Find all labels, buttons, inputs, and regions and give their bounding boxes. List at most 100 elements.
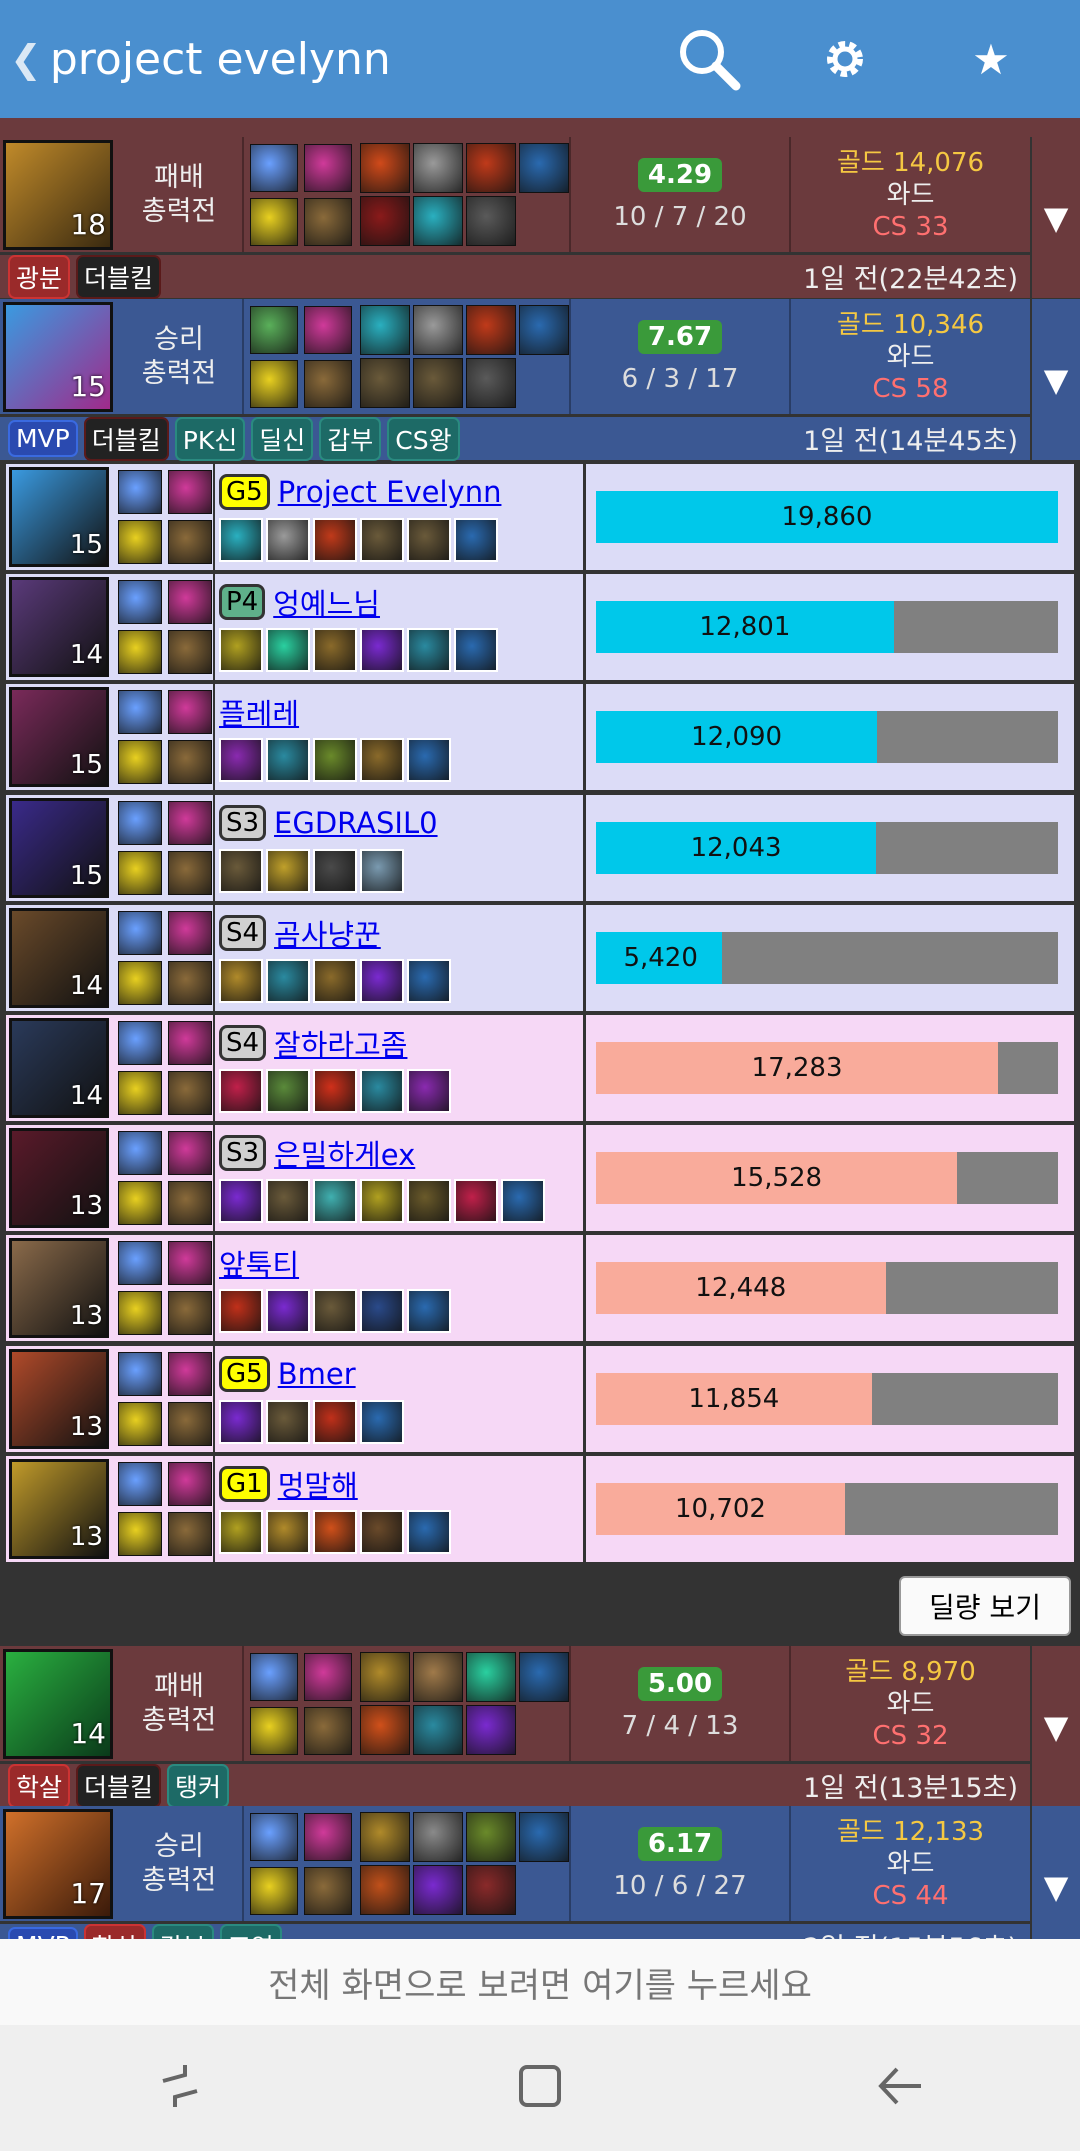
- item-icon: [266, 1179, 310, 1224]
- item-icon: [413, 196, 463, 246]
- player-row[interactable]: 15 플레레 12,090: [6, 684, 1074, 791]
- champion-level: 13: [69, 1521, 103, 1552]
- game-mode: 총력전: [141, 1864, 217, 1896]
- match-summary[interactable]: 15 승리 총력전 7.67 6 / 3 / 17 골드 10,346 와드 CS 58: [0, 299, 1030, 414]
- player-header: 플레레: [219, 690, 579, 734]
- item-icon: [219, 1399, 263, 1444]
- damage-bar: 19,860: [596, 491, 1058, 543]
- page-title: project evelynn: [49, 33, 391, 85]
- player-info: P4 엉예느님: [213, 574, 583, 681]
- damage-view-button[interactable]: 딜량 보기: [899, 1576, 1071, 1636]
- player-row[interactable]: 15 S3 EGDRASIL0 12,043: [6, 794, 1074, 901]
- item-icon: [454, 1179, 498, 1224]
- player-row[interactable]: 14 S4 잘하라고좀 17,283: [6, 1015, 1074, 1121]
- spell-icon: [118, 910, 162, 955]
- damage-bar-fill: [596, 1262, 886, 1315]
- item-icon: [519, 1652, 569, 1702]
- player-name-link[interactable]: Bmer: [277, 1356, 356, 1391]
- cs-value: CS 58: [872, 373, 949, 404]
- item-build: [219, 1179, 579, 1224]
- gold-value: 8,970: [901, 1656, 976, 1687]
- item-build: [219, 518, 579, 562]
- achievement-badge: PK신: [174, 416, 246, 461]
- gold-line: 골드 8,970: [845, 1656, 976, 1688]
- item-icon: [519, 1812, 569, 1862]
- kda-score: 10 / 6 / 27: [613, 1870, 747, 1901]
- player-name-link[interactable]: 은밀하게ex: [274, 1138, 416, 1173]
- back-icon[interactable]: [875, 2061, 925, 2115]
- item-icon: [266, 1509, 310, 1554]
- damage-bar: 17,283: [596, 1042, 1058, 1094]
- damage-cell: 12,090: [583, 684, 1074, 791]
- damage-bar-fill: [596, 1372, 872, 1425]
- player-name-link[interactable]: 엉예느님: [273, 587, 380, 622]
- damage-value: 12,043: [690, 832, 782, 863]
- damage-bar-fill: [596, 931, 723, 984]
- item-icon: [360, 1509, 404, 1554]
- player-name-link[interactable]: 멍말해: [277, 1468, 358, 1503]
- player-name-link[interactable]: 앞툭티: [219, 1248, 300, 1283]
- champion-level: 17: [70, 1877, 106, 1910]
- player-row[interactable]: 13 G1 멍말해 10,702: [6, 1455, 1074, 1562]
- recent-apps-icon[interactable]: [155, 2061, 205, 2115]
- star-icon[interactable]: ★: [972, 34, 1010, 84]
- expand-arrow-icon[interactable]: ▼: [1032, 137, 1080, 298]
- damage-value: 11,854: [688, 1383, 780, 1414]
- expand-arrow-icon[interactable]: ▼: [1032, 299, 1080, 460]
- back-chevron-icon[interactable]: ❮: [10, 37, 42, 81]
- spell-icon: [168, 520, 212, 564]
- spell-icon: [168, 1351, 212, 1396]
- fullscreen-prompt[interactable]: 전체 화면으로 보려면 여기를 누르세요: [0, 1939, 1080, 2025]
- player-name-link[interactable]: 플레레: [219, 697, 300, 732]
- spell-icon: [250, 305, 298, 354]
- item-build: [354, 137, 569, 252]
- item-icon: [360, 958, 404, 1003]
- tier-badge: S3: [219, 1135, 267, 1172]
- champion-level: 14: [69, 640, 103, 671]
- item-icon: [519, 305, 569, 355]
- item-icon: [266, 1399, 310, 1444]
- damage-bar-fill: [596, 601, 894, 654]
- achievement-badge: MVP: [8, 420, 78, 457]
- player-row[interactable]: 14 S4 곰사냥꾼 5,420: [6, 904, 1074, 1011]
- kda-ratio-badge: 7.67: [637, 319, 723, 354]
- damage-bar: 10,702: [596, 1482, 1058, 1535]
- match-summary[interactable]: 17 승리 총력전 6.17 10 / 6 / 27 골드 12,133 와드 CS 44: [0, 1806, 1030, 1921]
- damage-cell: 12,043: [583, 794, 1074, 901]
- spell-icon: [118, 470, 162, 514]
- player-row[interactable]: 13 S3 은밀하게ex 15,528: [6, 1125, 1074, 1232]
- item-icon: [313, 1399, 357, 1444]
- home-icon[interactable]: [515, 2061, 565, 2115]
- spell-icon: [118, 1291, 162, 1336]
- match-summary[interactable]: 18 패배 총력전 4.29 10 / 7 / 20 골드 14,076 와드 CS 33: [0, 137, 1030, 252]
- item-icon: [407, 1509, 451, 1554]
- spell-icon: [304, 1812, 352, 1861]
- champion-level: 15: [70, 370, 106, 403]
- match-time: 1일 전(22분42초): [803, 264, 1018, 295]
- item-build: [219, 848, 579, 893]
- player-row[interactable]: 13 앞툭티 12,448: [6, 1235, 1074, 1342]
- player-row[interactable]: 15 G5 Project Evelynn 19,860: [6, 464, 1074, 570]
- search-icon[interactable]: [672, 22, 746, 96]
- player-row[interactable]: 13 G5 Bmer 11,854: [6, 1345, 1074, 1452]
- kda-ratio-badge: 5.00: [637, 1666, 723, 1701]
- damage-value: 12,090: [691, 722, 783, 753]
- item-icon: [466, 1812, 516, 1862]
- player-name-link[interactable]: Project Evelynn: [277, 475, 502, 509]
- spell-icon: [118, 1131, 162, 1176]
- champion-level: 14: [70, 1717, 106, 1750]
- gold-value: 10,346: [893, 309, 985, 340]
- expand-arrow-icon[interactable]: ▼: [1032, 1646, 1080, 1807]
- player-name-link[interactable]: 곰사냥꾼: [274, 917, 381, 952]
- gear-icon[interactable]: [808, 22, 882, 96]
- player-name-link[interactable]: EGDRASIL0: [274, 805, 438, 840]
- spell-icon: [118, 1241, 162, 1286]
- spells-runes: [113, 795, 213, 901]
- match-summary[interactable]: 14 패배 총력전 5.00 7 / 4 / 13 골드 8,970 와드 CS 32: [0, 1646, 1030, 1761]
- spell-icon: [118, 850, 162, 895]
- damage-cell: 12,801: [583, 574, 1074, 681]
- gold-line: 골드 10,346: [837, 309, 984, 341]
- champion-portrait: 14: [9, 1018, 109, 1118]
- player-name-link[interactable]: 잘하라고좀: [274, 1028, 408, 1062]
- player-row[interactable]: 14 P4 엉예느님 12,801: [6, 574, 1074, 681]
